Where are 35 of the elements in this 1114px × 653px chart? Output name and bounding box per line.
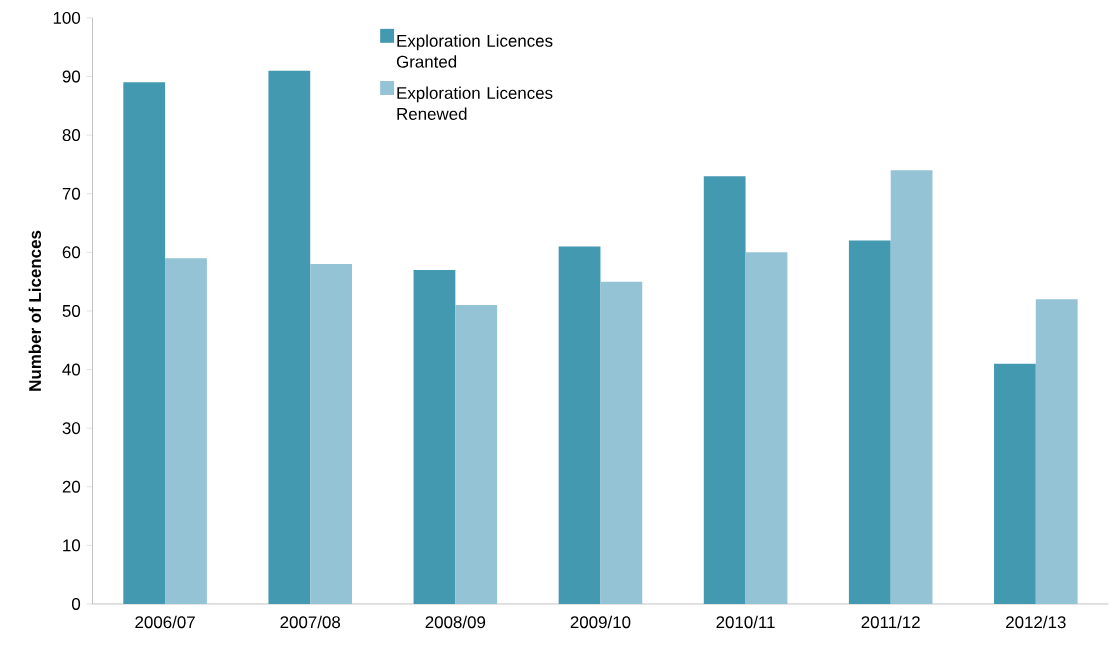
bar [1035,299,1078,605]
y-tick-label: 70 [62,187,81,200]
y-tick-label: 0 [72,598,81,611]
bar [848,240,891,605]
x-tick-label: 2011/12 [861,615,920,629]
bar [455,305,498,605]
bar [165,258,207,605]
y-tick-label: 10 [63,539,81,552]
y-axis-title: Number of Licences [28,230,42,391]
y-tick-label: 50 [62,305,81,318]
x-tick-label: 2006/07 [135,615,195,629]
bar [994,363,1036,605]
y-tick-label: 30 [62,422,81,435]
bar [745,252,788,605]
y-tick-label: 80 [62,129,81,142]
bar [558,246,601,605]
bar [310,264,353,605]
bar [600,281,643,605]
y-tick-label: 60 [62,246,81,259]
legend-label: Exploration Licences Renewed [397,86,553,121]
x-tick-label: 2012/13 [1006,615,1066,629]
bar [268,70,311,605]
x-tick-label: 2008/09 [425,615,486,629]
bar [703,176,746,605]
x-tick-label: 2009/10 [570,615,631,629]
x-tick-label: 2010/11 [716,615,775,629]
legend-label: Exploration Licences Granted [396,34,553,68]
y-tick-label: 100 [53,12,81,25]
bar [890,170,933,605]
x-tick-label: 2007/08 [280,615,341,629]
y-tick-label: 90 [62,70,81,83]
y-tick-label: 40 [62,363,81,376]
y-tick-label: 20 [62,480,81,493]
bar [123,82,166,605]
bar [413,270,456,605]
